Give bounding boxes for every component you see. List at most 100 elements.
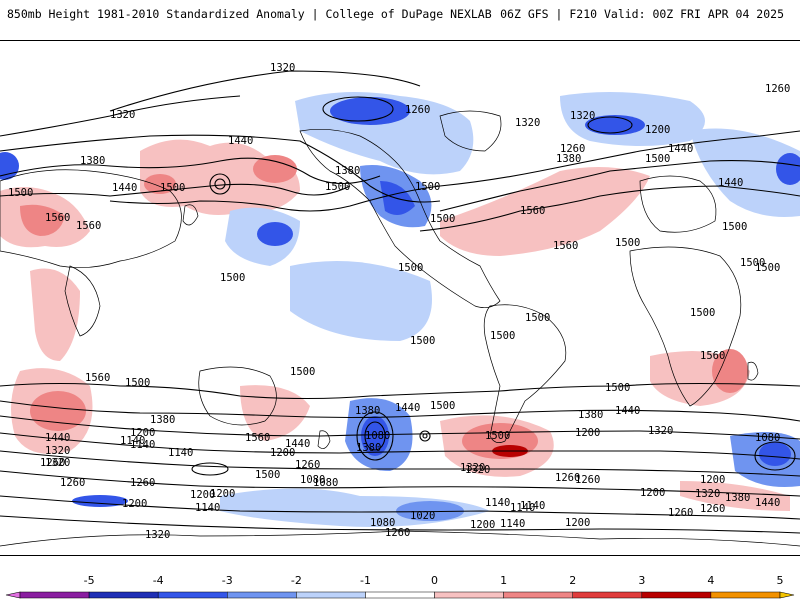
contour-line (0, 95, 241, 137)
colorbar-tick-label: -2 (290, 574, 302, 587)
contour-label: 1500 (325, 181, 350, 193)
contour-label: 1080 (370, 517, 395, 529)
negative-anomaly-area (290, 261, 432, 341)
contour-label: 1320 (270, 62, 295, 74)
colorbar-tick-label: -3 (221, 574, 233, 587)
contour-label: 1260 (555, 472, 580, 484)
north-america-outline (299, 129, 501, 308)
contour-label: 1320 (110, 109, 135, 121)
contour-label: 1500 (615, 237, 640, 249)
closed-contour (356, 411, 394, 461)
contour-label: 1560 (553, 240, 578, 252)
colorbar-tick-label: -4 (152, 574, 164, 587)
contour-label: 1260 (700, 503, 725, 515)
contour-label: 1500 (485, 430, 510, 442)
closed-contour (364, 421, 386, 451)
madagascar-outline (747, 361, 759, 381)
contour-label: 1140 (500, 518, 525, 530)
contour-label: 1260 (560, 143, 585, 155)
greenland-outline (439, 110, 502, 152)
colorbar-end-high (779, 591, 795, 599)
contour-label: 1500 (220, 272, 245, 284)
closed-contour (191, 462, 229, 476)
south-america-outline (483, 304, 567, 443)
contour-label: 1200 (640, 487, 665, 499)
contour-label: 1200 (270, 447, 295, 459)
positive-anomaly-area (680, 481, 790, 511)
colorbar-tick-label: 3 (638, 574, 646, 587)
colorbar-segment (434, 591, 504, 599)
contour-label: 1560 (45, 212, 70, 224)
contour-label: 1500 (722, 221, 747, 233)
contour-label: 1320 (465, 464, 490, 476)
contour-label: 1260 (765, 83, 790, 95)
negative-anomaly-area (690, 128, 800, 217)
positive-anomaly-area (440, 167, 650, 256)
colorbar-segment (227, 591, 297, 599)
coastlines (0, 110, 800, 547)
contour-label: 1200 (565, 517, 590, 529)
contour-label: 1320 (45, 445, 70, 457)
colorbar-segments (5, 591, 795, 599)
contour-label: 1500 (125, 377, 150, 389)
contour-label: 1020 (410, 510, 435, 522)
contour-label: 1500 (690, 307, 715, 319)
negative-anomaly-core (257, 222, 293, 246)
contour-label: 1440 (112, 182, 137, 194)
colorbar-segment (641, 591, 712, 599)
contour-label: 1140 (195, 502, 220, 514)
contour-line (0, 515, 800, 534)
closed-contour (322, 96, 394, 122)
contour-label: 1380 (335, 165, 360, 177)
contour-label: 1380 (356, 442, 381, 454)
contour-label: 1500 (160, 182, 185, 194)
contour-label: 1440 (718, 177, 743, 189)
contour-label-layer: 1320 1320 1260 1320 1380 1440 1500 1440 … (8, 62, 790, 541)
negative-anomaly-core (759, 442, 791, 466)
positive-anomaly-core (712, 349, 748, 393)
contour-label: 1500 (290, 366, 315, 378)
negative-anomaly-core (396, 501, 464, 521)
contour-label: 1200 (575, 427, 600, 439)
contour-label: 1500 (525, 312, 550, 324)
colorbar-tick-label: 1 (500, 574, 508, 587)
europe-outline (639, 175, 717, 233)
model-run-info: 06Z GFS | F210 Valid: 00Z FRI APR 04 202… (500, 7, 784, 21)
contour-label: 1200 (122, 498, 147, 510)
positive-anomaly-core (144, 174, 176, 194)
colorbar-segment (572, 591, 643, 599)
contour-label: 1500 (740, 257, 765, 269)
closed-contour (422, 433, 428, 439)
contour-line (419, 185, 800, 232)
contour-line (0, 450, 800, 477)
contour-label: 1500 (605, 382, 630, 394)
contour-label: 1440 (615, 405, 640, 417)
contour-line (109, 70, 421, 112)
contour-label: 1260 (60, 477, 85, 489)
contour-label: 1140 (168, 447, 193, 459)
contour-label: 1560 (520, 205, 545, 217)
contour-label: 1380 (725, 492, 750, 504)
contour-line (0, 400, 800, 422)
closed-contour (587, 116, 633, 134)
contour-label: 1380 (578, 409, 603, 421)
contour-line (0, 470, 800, 497)
closed-contour (214, 178, 226, 190)
contour-label: 1260 (405, 104, 430, 116)
map-header: 850mb Height 1981-2010 Standardized Anom… (0, 0, 800, 38)
height-contours (0, 70, 800, 534)
contour-label: 1560 (245, 432, 270, 444)
colorbar-tick-label: 0 (431, 574, 439, 587)
asia-outline (0, 169, 182, 268)
contour-label: 1080 (300, 474, 325, 486)
india-outline (64, 265, 101, 337)
contour-line (0, 183, 351, 197)
contour-label: 1440 (755, 497, 780, 509)
contour-label: 1500 (430, 400, 455, 412)
contour-label: 1440 (45, 432, 70, 444)
contour-label: 1320 (145, 529, 170, 541)
contour-label: 1560 (85, 372, 110, 384)
closed-contour (419, 430, 431, 442)
colorbar-segment (296, 591, 366, 599)
contour-label: 1500 (645, 153, 670, 165)
